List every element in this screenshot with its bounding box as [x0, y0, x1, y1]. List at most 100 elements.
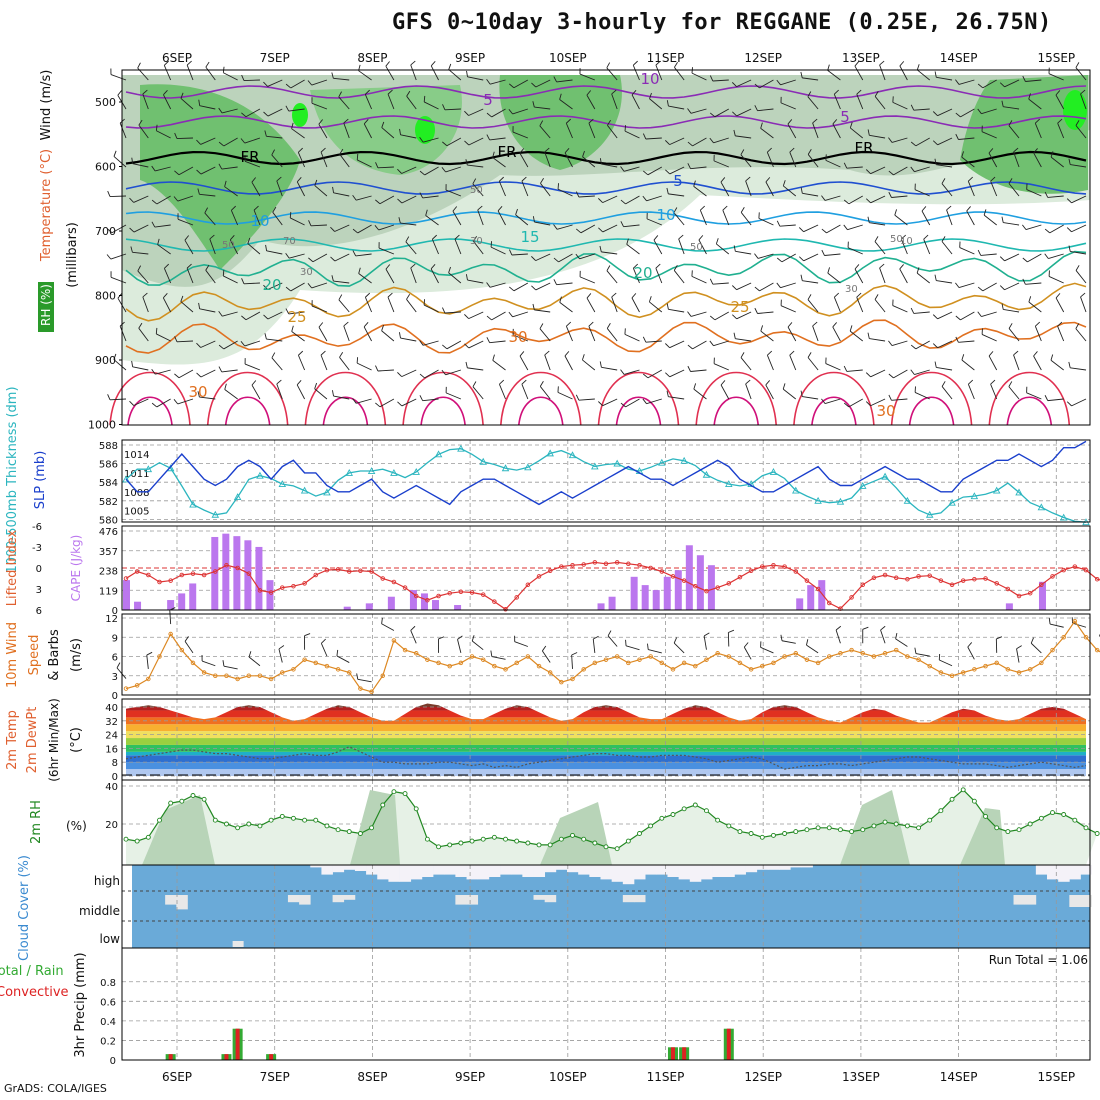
- thickness-point: [457, 444, 465, 452]
- barb-flag: [910, 141, 917, 147]
- wind-barb: [129, 224, 149, 233]
- barb-flag: [432, 234, 438, 240]
- barb-shaft: [899, 65, 908, 81]
- wind-barb: [1008, 120, 1020, 139]
- wind-barb: [264, 333, 283, 342]
- barb-shaft: [571, 654, 573, 669]
- barb-shaft: [892, 305, 908, 313]
- barb-shaft: [892, 101, 908, 110]
- wind-barb: [977, 108, 997, 115]
- barb-flag: [486, 315, 492, 321]
- wind-barb: [923, 234, 931, 255]
- barb-shaft: [314, 185, 328, 197]
- barb-shaft: [559, 99, 573, 110]
- barb-shaft: [565, 326, 573, 342]
- temp-band: [126, 724, 1086, 732]
- barb-flag: [626, 238, 629, 245]
- barb-flag: [607, 630, 612, 637]
- barb-shaft: [740, 154, 752, 168]
- wind-barb: [678, 234, 685, 255]
- wind-barb: [934, 71, 953, 81]
- wind-barb: [687, 365, 707, 372]
- barb-shaft: [1055, 94, 1065, 110]
- barb-flag: [655, 263, 661, 269]
- wind-barb: [754, 307, 774, 314]
- rh-point: [458, 840, 464, 846]
- barb-shaft: [452, 210, 462, 226]
- barb-flag: [553, 76, 558, 83]
- wind10-point: [704, 657, 709, 662]
- cloud-high-block: [734, 865, 746, 875]
- barb-shaft: [333, 77, 350, 81]
- rh-point: [692, 802, 698, 808]
- wind-barb: [218, 340, 238, 350]
- thickness-tick: 584: [99, 478, 118, 489]
- rh-point: [302, 817, 308, 823]
- wind-barb: [157, 238, 171, 255]
- barb-flag: [967, 176, 973, 182]
- barb-shaft: [163, 268, 172, 284]
- rh-band-70: [499, 75, 622, 170]
- barb-flag: [381, 617, 383, 624]
- barb-shaft: [276, 180, 283, 197]
- rh-point: [849, 829, 855, 835]
- barb-flag: [499, 379, 505, 385]
- barb-shaft: [445, 392, 462, 400]
- barb-flag: [473, 235, 478, 242]
- lifted-index-point: [1083, 567, 1089, 573]
- barb-shaft: [318, 326, 328, 342]
- wind-barb: [338, 294, 350, 313]
- cape-bar: [123, 580, 130, 610]
- lifted-index-point: [257, 588, 263, 593]
- wind-barb: [448, 63, 462, 81]
- barb-flag: [832, 322, 837, 328]
- wind10-barb: [184, 636, 194, 654]
- cape-bar: [343, 606, 351, 610]
- wind10-point: [726, 654, 732, 659]
- barb-flag: [776, 257, 783, 263]
- wind-barb: [789, 147, 797, 168]
- lifted-index-point: [402, 585, 408, 590]
- isotherm-40: [322, 396, 369, 426]
- wind-barb: [497, 206, 506, 226]
- barb-shaft: [1028, 98, 1042, 110]
- barb-shaft: [870, 398, 886, 407]
- wind10-point: [413, 651, 419, 656]
- barb-flag: [849, 122, 853, 129]
- lifted-index-point: [425, 597, 430, 603]
- wind-barb: [397, 369, 417, 378]
- barb-shaft: [781, 640, 796, 644]
- barb-flag: [263, 111, 269, 117]
- barb-flag: [539, 120, 544, 127]
- rh-point: [994, 825, 1000, 831]
- thickness-point: [367, 467, 376, 474]
- precip-convective-bar: [269, 1054, 274, 1060]
- thickness-point: [613, 459, 621, 467]
- lifted-index-point: [201, 572, 207, 578]
- lifted-index-point: [905, 576, 910, 582]
- barb-shaft: [870, 166, 886, 175]
- barb-shaft: [757, 108, 774, 112]
- barb-flag: [519, 351, 525, 357]
- thickness-point: [256, 471, 264, 479]
- wind-barb: [1013, 147, 1020, 168]
- barb-shaft: [824, 253, 841, 256]
- barb-flag: [611, 89, 617, 95]
- barb-shaft: [579, 253, 595, 260]
- barb-shaft: [601, 163, 618, 168]
- wind-barb: [693, 180, 707, 197]
- barb-flag: [968, 379, 974, 385]
- barb-flag: [648, 296, 652, 303]
- barb-shaft: [489, 137, 506, 141]
- barb-shaft: [607, 125, 618, 139]
- wind-barb: [564, 148, 573, 168]
- barb-shaft: [422, 137, 439, 143]
- wind-barb: [765, 380, 774, 400]
- wind-barb: [129, 195, 149, 203]
- wind-barb: [441, 369, 462, 376]
- wind-barb: [977, 79, 997, 89]
- wind-barb: [378, 242, 395, 255]
- barb-shaft: [914, 369, 930, 375]
- barb-flag: [186, 60, 192, 66]
- barb-shaft: [1013, 151, 1020, 168]
